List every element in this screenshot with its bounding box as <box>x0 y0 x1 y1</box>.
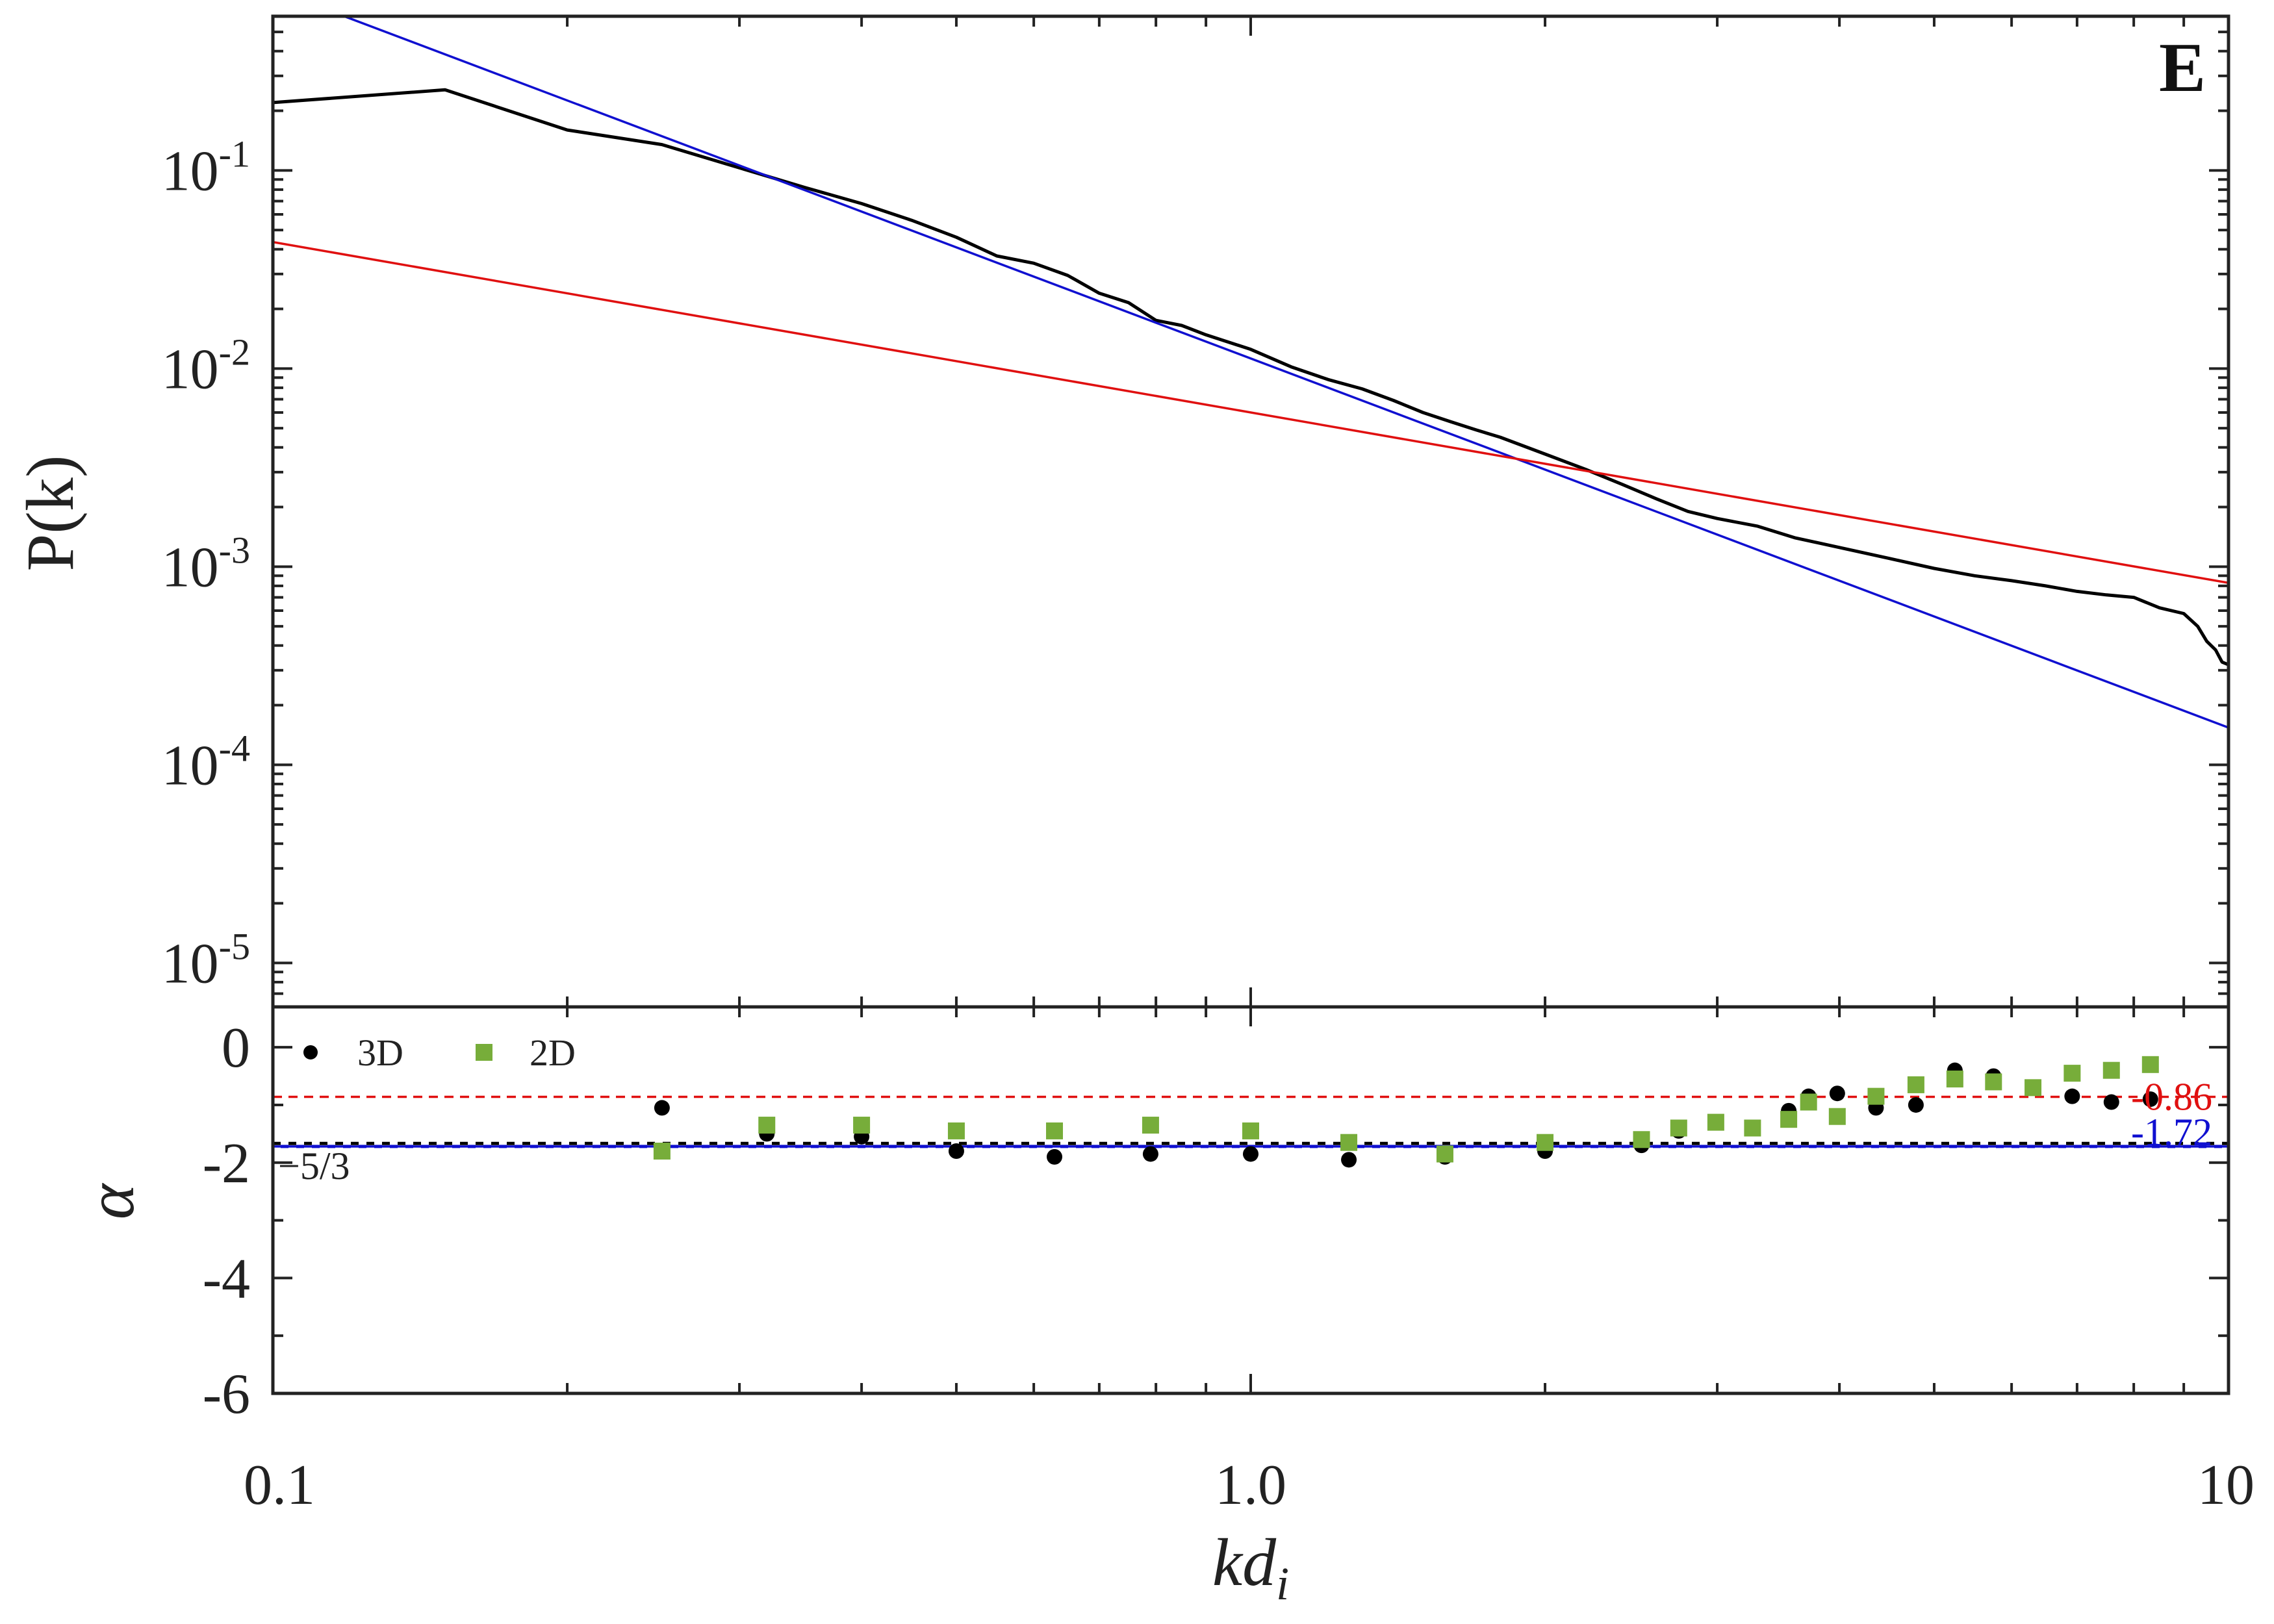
fit-line-0-86 <box>273 240 2229 585</box>
scatter-point-2d <box>2102 1061 2120 1079</box>
power-spectrum-plot-frame <box>271 14 2230 1009</box>
x-tick-label: 10 <box>2197 1454 2255 1517</box>
spectral-index-ticks: 0.1 1.0 10 0 -2 -4 -6 <box>203 1007 2255 1517</box>
reference-line-labels: -0.86-1.72 −5/3 <box>278 1076 2212 1188</box>
scatter-point-2d <box>653 1143 671 1160</box>
panel-label: E <box>2159 29 2206 107</box>
y-tick-label: 10-1 <box>162 133 250 203</box>
scatter-point-3d <box>654 1100 670 1116</box>
scatter-point-2d <box>853 1117 871 1134</box>
bottom-y-tick-label: 0 <box>222 1017 250 1080</box>
scatter-point-2d <box>1242 1122 1259 1139</box>
scatter-point-2d <box>1340 1134 1358 1151</box>
scatter-point-2d <box>2025 1079 2042 1097</box>
scatter-point-3d <box>2064 1088 2080 1104</box>
ref-label-0-86: -0.86 <box>2131 1076 2212 1119</box>
scatter-point-3d <box>1829 1085 1845 1102</box>
y-tick-label: 10-2 <box>162 331 250 401</box>
ref-label-1-72: -1.72 <box>2131 1111 2212 1154</box>
scatter-point-2d <box>1780 1111 1798 1128</box>
scatter-point-2d <box>1707 1113 1724 1131</box>
spectral-index-series-group <box>273 1056 2229 1168</box>
scatter-point-3d <box>1047 1148 1063 1165</box>
scatter-point-2d <box>1828 1108 1846 1125</box>
scatter-point-2d <box>1800 1093 1817 1111</box>
bottom-y-tick-label: -6 <box>203 1363 250 1426</box>
y-tick-label: 10-5 <box>162 925 250 995</box>
scatter-point-2d <box>1867 1087 1885 1105</box>
y-tick-label: 10-4 <box>162 727 250 797</box>
legend-label-3d: 3D <box>357 1032 403 1074</box>
scatter-point-2d <box>1633 1131 1650 1148</box>
power-spectrum-y-axis-title: P(k) <box>13 455 88 571</box>
scatter-point-2d <box>1142 1117 1159 1134</box>
scatter-point-2d <box>1436 1145 1453 1163</box>
x-axis-title: kdi <box>1212 1525 1289 1610</box>
scatter-point-2d <box>1537 1134 1554 1151</box>
scatter-point-2d <box>1670 1119 1687 1137</box>
legend: 3D 2D <box>303 1032 576 1074</box>
x-tick-label: 1.0 <box>1215 1454 1286 1517</box>
scatter-point-2d <box>947 1122 965 1139</box>
power-spectrum-ticks: 10-1 10-2 10-3 10-4 10-5 <box>162 16 2230 1008</box>
scatter-point-2d <box>1946 1071 1963 1088</box>
scatter-point-3d <box>2103 1094 2119 1110</box>
legend-label-2d: 2D <box>530 1032 576 1074</box>
scatter-point-3d <box>1243 1146 1258 1162</box>
legend-marker-3d <box>303 1045 318 1059</box>
spectral-index-y-axis-title: α <box>73 1182 148 1219</box>
scatter-point-3d <box>1142 1146 1158 1162</box>
spectrum-line <box>273 88 2229 666</box>
bottom-y-tick-label: -4 <box>203 1247 250 1310</box>
power-spectrum-panel: 10-1 10-2 10-3 10-4 10-5 E P(k) <box>13 14 2230 1009</box>
y-tick-label: 10-3 <box>162 529 250 599</box>
ref-label-5-3: −5/3 <box>278 1145 350 1187</box>
scatter-point-2d <box>2141 1056 2159 1073</box>
spectral-index-panel: 0.1 1.0 10 0 -2 -4 -6 -0.86-1.72 −5/3 3D 2D α <box>73 1005 2255 1517</box>
scatter-point-2d <box>1744 1119 1761 1137</box>
fit-line-1-72 <box>340 16 2229 729</box>
scatter-point-3d <box>948 1143 964 1160</box>
legend-marker-2d <box>476 1044 492 1061</box>
power-spectrum-series-group <box>273 16 2229 729</box>
scatter-point-2d <box>1985 1073 2002 1091</box>
scatter-point-2d <box>758 1117 776 1134</box>
scatter-point-2d <box>1046 1122 1064 1139</box>
scatter-point-3d <box>2142 1091 2158 1108</box>
x-tick-label: 0.1 <box>244 1454 315 1517</box>
scatter-point-2d <box>1907 1076 1924 1093</box>
scatter-point-3d <box>1341 1152 1357 1168</box>
scatter-point-3d <box>1908 1097 1924 1113</box>
bottom-y-tick-label: -2 <box>203 1132 250 1195</box>
scatter-point-2d <box>2063 1065 2081 1082</box>
